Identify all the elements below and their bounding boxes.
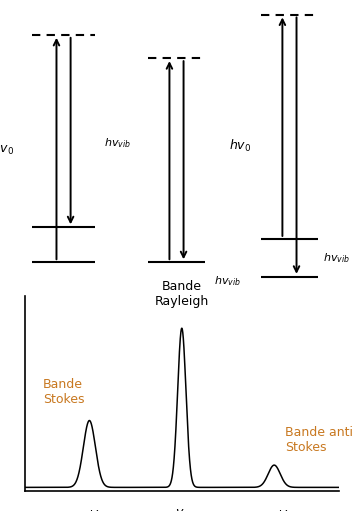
Text: $hv_{vib}$: $hv_{vib}$ xyxy=(323,251,350,265)
Text: $v_0$ - $V_{vib}$: $v_0$ - $V_{vib}$ xyxy=(67,508,111,511)
Text: Bande
Stokes: Bande Stokes xyxy=(43,378,85,406)
Text: $hv_{vib}$: $hv_{vib}$ xyxy=(104,136,131,150)
Text: Bande anti-
Stokes: Bande anti- Stokes xyxy=(285,426,353,454)
Text: $hv_0$: $hv_0$ xyxy=(229,137,251,154)
Text: Bande
Rayleigh: Bande Rayleigh xyxy=(155,280,209,308)
Text: $hv_0$: $hv_0$ xyxy=(0,141,15,156)
Text: $v_0$ + $V_{vib}$: $v_0$ + $V_{vib}$ xyxy=(250,508,299,511)
Text: $hv_{vib}$: $hv_{vib}$ xyxy=(214,274,240,288)
Text: $v_0$: $v_0$ xyxy=(175,508,189,511)
